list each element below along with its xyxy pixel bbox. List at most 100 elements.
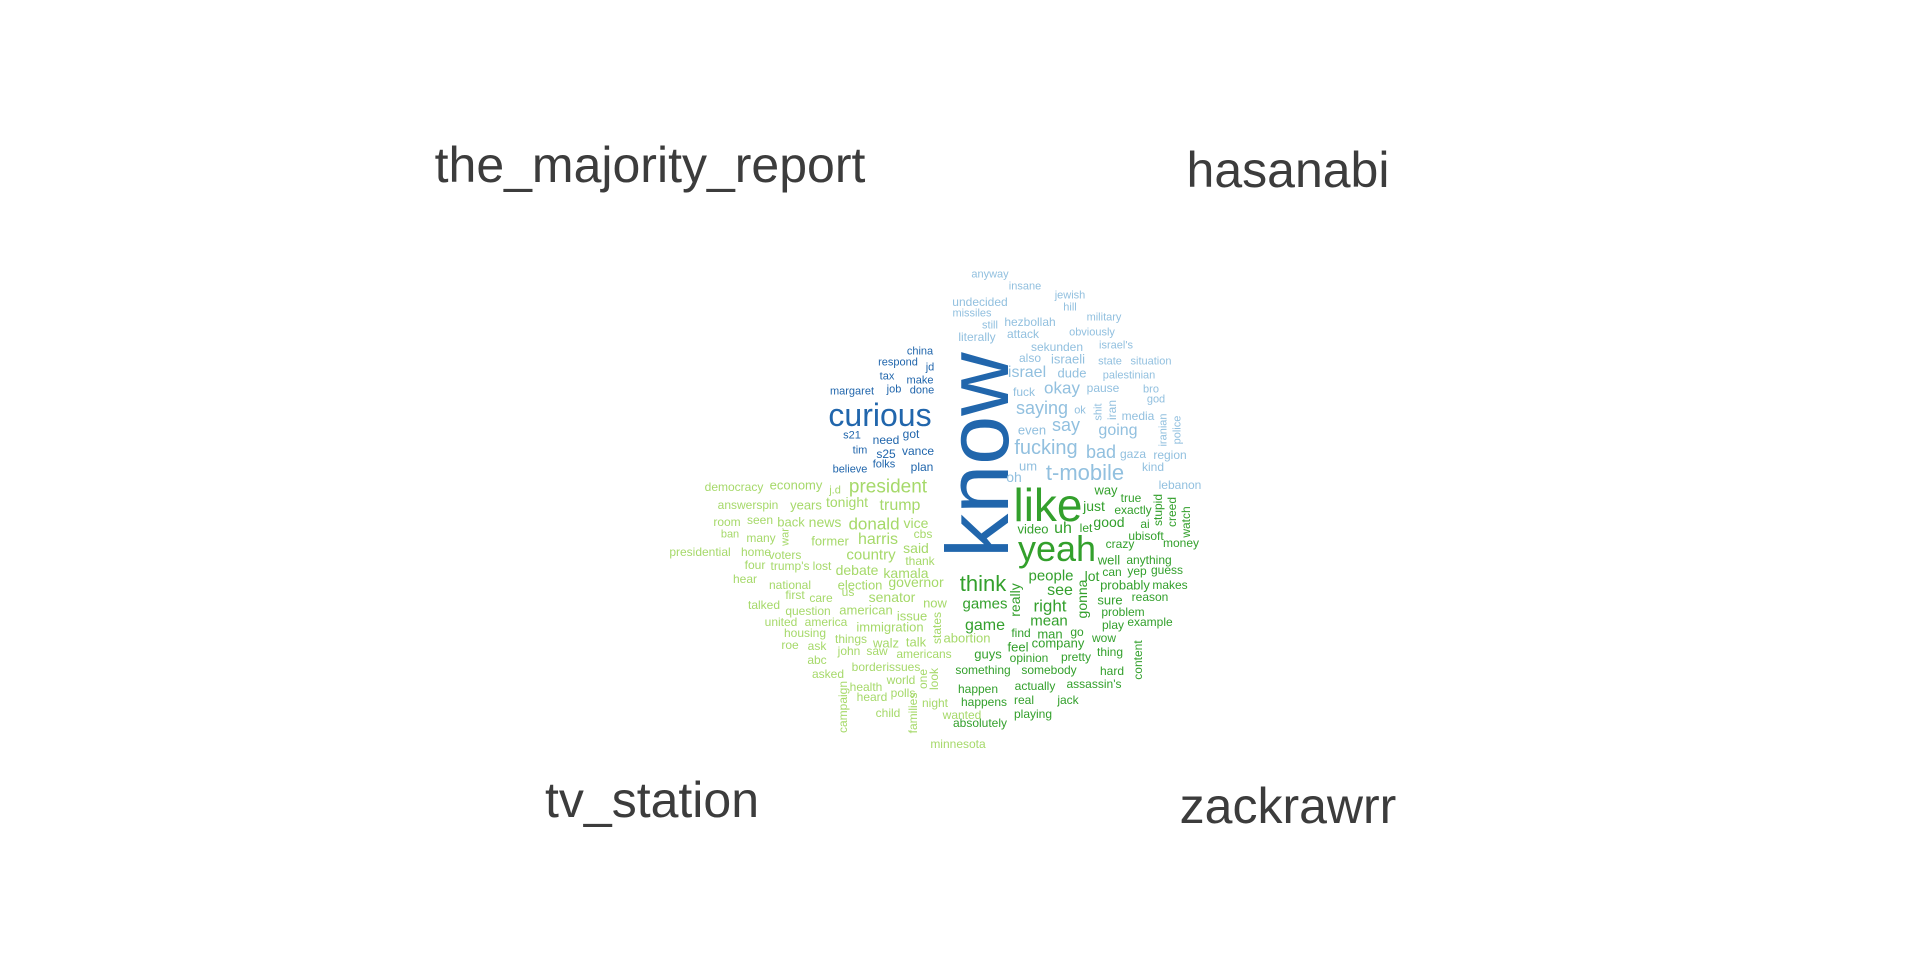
- cloud-word-many: many: [746, 531, 776, 545]
- cloud-word-iran: iran: [1105, 399, 1119, 421]
- cloud-word-guys: guys: [974, 646, 1002, 662]
- cloud-word-t-mobile: t-mobile: [1045, 460, 1125, 485]
- cloud-word-care: care: [809, 591, 833, 605]
- cloud-word-tonight: tonight: [825, 494, 869, 510]
- cloud-word-region: region: [1153, 448, 1187, 462]
- cloud-word-presidential: presidential: [669, 545, 731, 559]
- cloud-word-thank: thank: [905, 554, 935, 568]
- cloud-word-trump: trump: [879, 497, 921, 514]
- cloud-word-hard: hard: [1099, 664, 1125, 678]
- cloud-word-dude: dude: [1057, 365, 1087, 381]
- cloud-word-makes: makes: [1152, 578, 1188, 592]
- cloud-word-lost: lost: [812, 559, 832, 573]
- cloud-word-american: american: [839, 602, 893, 618]
- cloud-word-seen: seen: [746, 513, 774, 527]
- cloud-word-playing: playing: [1013, 707, 1053, 721]
- cloud-word-kind: kind: [1141, 460, 1165, 474]
- cloud-word-former: former: [811, 533, 849, 549]
- cloud-word-feel: feel: [1007, 639, 1029, 655]
- cloud-word-media: media: [1121, 409, 1155, 423]
- cloud-word-health: health: [849, 680, 883, 694]
- cloud-word-yep: yep: [1127, 564, 1147, 578]
- cloud-word-jack: jack: [1057, 693, 1079, 707]
- cloud-word-borderissues: borderissues: [851, 660, 921, 674]
- cloud-word-room: room: [713, 515, 741, 529]
- cloud-word-play: play: [1101, 618, 1125, 632]
- label-the-majority-report: the_majority_report: [434, 137, 866, 193]
- cloud-word-lebanon: lebanon: [1158, 478, 1202, 492]
- cloud-word-war: war: [779, 528, 792, 546]
- cloud-word-saying: saying: [1015, 398, 1069, 418]
- cloud-word-cbs: cbs: [913, 527, 933, 541]
- cloud-word-look: look: [927, 667, 941, 691]
- cloud-word-example: example: [1127, 615, 1173, 629]
- cloud-word-man: man: [1037, 626, 1063, 642]
- cloud-word-company: company: [1031, 635, 1085, 651]
- cloud-word-guess: guess: [1150, 563, 1184, 577]
- cloud-word-something: something: [955, 663, 1011, 677]
- cloud-word-actually: actually: [1014, 679, 1056, 693]
- cloud-word-really: really: [1007, 583, 1023, 617]
- cloud-word-watch: watch: [1179, 506, 1193, 538]
- cloud-word-talk: talk: [905, 634, 927, 650]
- cloud-word-america: america: [804, 615, 848, 629]
- cloud-word-bro: bro: [1143, 383, 1159, 396]
- cloud-word-four: four: [744, 558, 766, 572]
- cloud-word-even: even: [1017, 422, 1047, 438]
- cloud-word-us: us: [841, 585, 855, 599]
- cloud-word-believe: believe: [832, 463, 868, 476]
- cloud-word-right: right: [1033, 596, 1067, 616]
- cloud-word-just: just: [1083, 498, 1105, 514]
- cloud-word-people: people: [1028, 567, 1074, 585]
- cloud-word-situation: situation: [1130, 355, 1172, 368]
- cloud-word-hezbollah: hezbollah: [1004, 315, 1056, 329]
- cloud-word-talked: talked: [747, 598, 781, 612]
- cloud-word-job: job: [886, 383, 902, 396]
- cloud-word-know: know: [928, 352, 1027, 558]
- cloud-word-polls: polls: [890, 686, 916, 700]
- cloud-word-americans: americans: [896, 647, 952, 661]
- label-tv-station: tv_station: [544, 772, 760, 828]
- cloud-word-uh: uh: [1054, 520, 1072, 537]
- cloud-word-thing: thing: [1096, 645, 1124, 659]
- cloud-word-missiles: missiles: [952, 307, 992, 320]
- cloud-word-okay: okay: [1044, 378, 1080, 398]
- cloud-word-israeli: israeli: [1051, 351, 1085, 367]
- cloud-word-walz: walz: [872, 635, 900, 651]
- cloud-word-roe: roe: [781, 638, 799, 652]
- cloud-word-things: things: [834, 632, 868, 646]
- cloud-word-asked: asked: [811, 667, 845, 681]
- cloud-word-way: way: [1094, 482, 1118, 498]
- cloud-word-well: well: [1097, 552, 1121, 568]
- cloud-word-sekunden: sekunden: [1030, 340, 1084, 354]
- cloud-word-night: night: [921, 696, 949, 710]
- cloud-word-israel-s: israel's: [1099, 339, 1133, 352]
- cloud-word-governor: governor: [888, 574, 944, 590]
- cloud-word-wanted: wanted: [942, 708, 982, 722]
- cloud-word-gaza: gaza: [1119, 447, 1147, 461]
- cloud-word-true: true: [1120, 491, 1142, 505]
- cloud-word-wow: wow: [1091, 631, 1117, 645]
- label-zackrawrr: zackrawrr: [1179, 778, 1397, 834]
- cloud-word-fuck: fuck: [1012, 385, 1036, 399]
- cloud-word-harris: harris: [857, 531, 899, 548]
- cloud-word-happen: happen: [957, 682, 999, 696]
- cloud-word-first: first: [785, 588, 805, 602]
- cloud-word-stupid: stupid: [1151, 493, 1165, 527]
- cloud-word-like: like: [1013, 479, 1083, 531]
- cloud-word-world: world: [886, 673, 916, 687]
- cloud-word-lot: lot: [1084, 568, 1100, 584]
- cloud-word-vice: vice: [903, 515, 929, 531]
- cloud-word-iranian: iranian: [1157, 413, 1170, 447]
- cloud-word-election: election: [837, 577, 883, 593]
- cloud-word-debate: debate: [835, 562, 879, 578]
- cloud-word-pause: pause: [1086, 381, 1120, 395]
- cloud-word-anything: anything: [1126, 553, 1172, 567]
- cloud-word-child: child: [875, 706, 901, 720]
- cloud-word-president: president: [848, 476, 928, 498]
- cloud-word-democracy: democracy: [704, 480, 764, 494]
- cloud-word-anyway: anyway: [971, 268, 1009, 281]
- cloud-word-housing: housing: [783, 626, 827, 640]
- cloud-word-yeah: yeah: [1017, 528, 1097, 569]
